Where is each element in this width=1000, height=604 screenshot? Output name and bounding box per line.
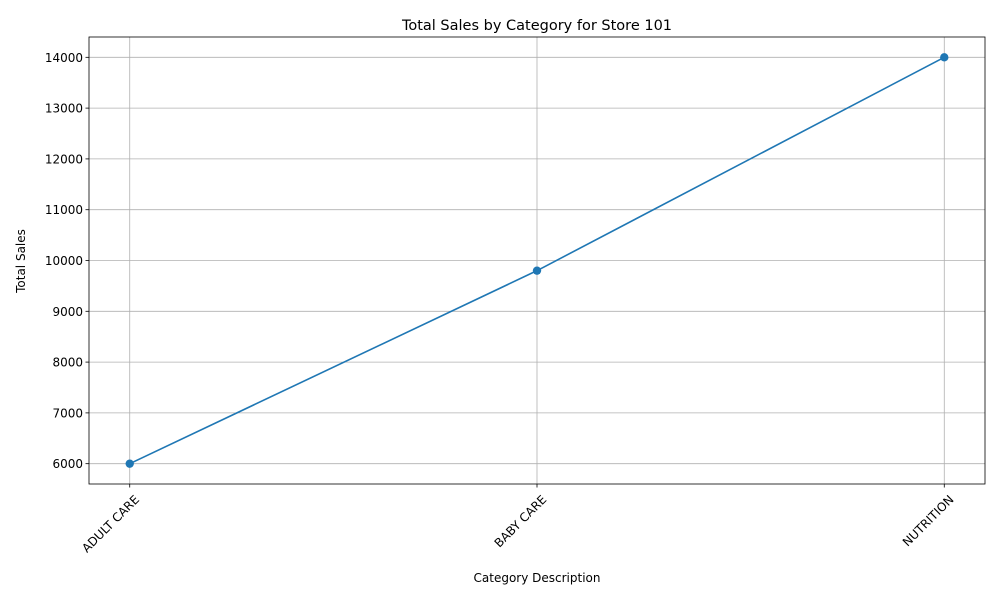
y-tick-label: 8000 [52, 356, 83, 370]
y-tick-label: 11000 [45, 203, 83, 217]
x-tick-label: NUTRITION [900, 492, 957, 549]
x-tick-label: BABY CARE [492, 492, 550, 550]
grid [89, 37, 985, 484]
y-tick-label: 14000 [45, 51, 83, 65]
y-axis-label: Total Sales [14, 229, 28, 294]
y-tick-label: 9000 [52, 305, 83, 319]
y-tick-label: 10000 [45, 254, 83, 268]
ticks: 6000 7000 8000 9000 10000 11000 12000 13000 1400… [45, 51, 957, 556]
y-tick-label: 6000 [52, 457, 83, 471]
series-layer [125, 53, 949, 468]
x-axis-label: Category Description [474, 571, 601, 585]
data-point [940, 53, 949, 62]
y-tick-label: 13000 [45, 102, 83, 116]
x-tick-label: ADULT CARE [79, 492, 142, 555]
y-tick-label: 12000 [45, 152, 83, 166]
y-tick-label: 7000 [52, 406, 83, 420]
data-point [532, 266, 542, 275]
chart-title: Total Sales by Category for Store 101 [401, 18, 672, 34]
data-point [125, 459, 134, 468]
